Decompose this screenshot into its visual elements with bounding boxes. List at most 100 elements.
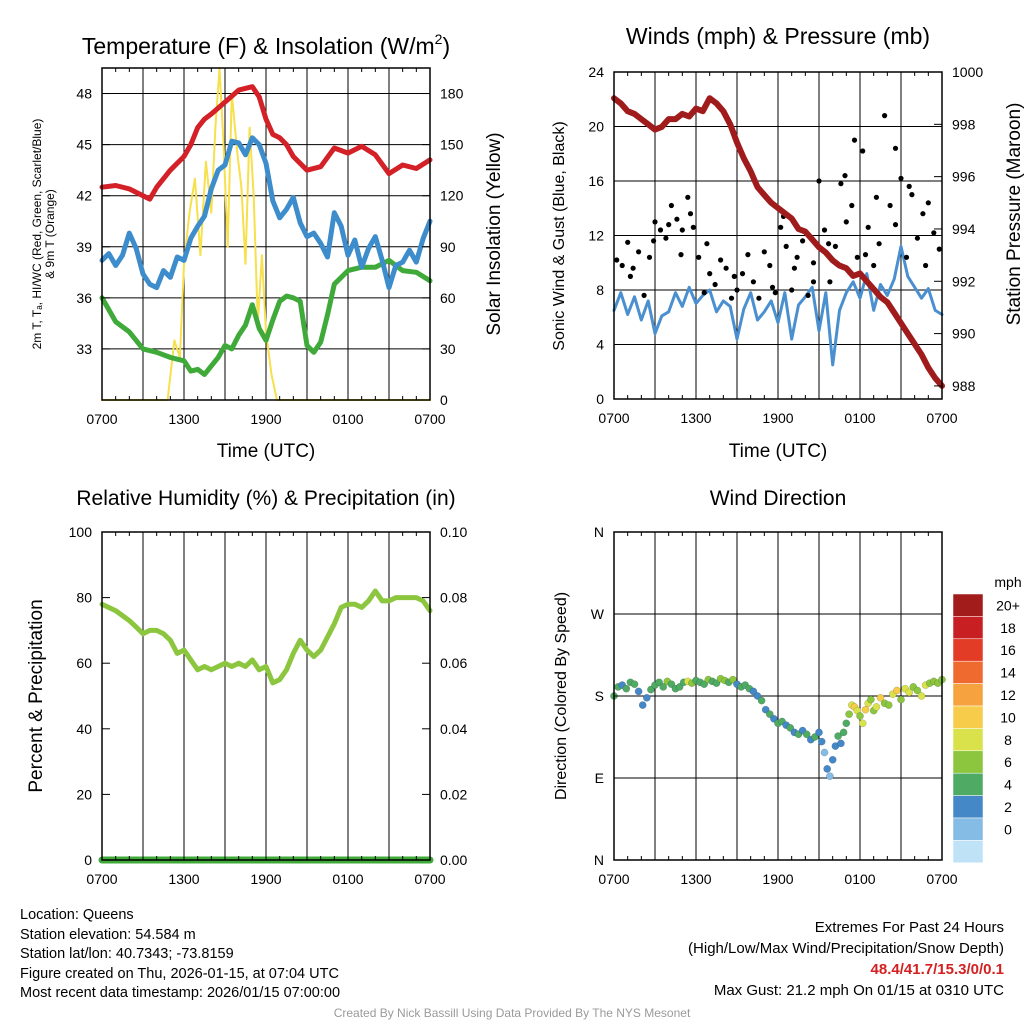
colorbar-label: 4: [1004, 777, 1012, 793]
windchill-line: [99, 135, 433, 291]
wind-direction-title: Wind Direction: [710, 487, 847, 510]
x-tick-label: 0700: [414, 871, 445, 887]
temperature-ylabel-line2: & 9m T (Orange): [43, 189, 57, 279]
dewpoint-line: [99, 257, 433, 377]
recent-data-line: Most recent data timestamp: 2026/01/15 0…: [20, 985, 341, 1001]
direction-point: [897, 695, 905, 704]
gust-point: [783, 243, 789, 249]
wind-xlabel: Time (UTC): [729, 441, 828, 462]
y-tick-label: 12: [588, 228, 604, 244]
direction-point: [913, 686, 922, 695]
y-tick-label: 0: [84, 852, 92, 868]
direction-point: [884, 701, 893, 709]
y-tick-label: 8: [596, 282, 604, 298]
y-right-tick-label: 180: [440, 86, 464, 102]
gust-point: [794, 254, 800, 260]
gust-point: [674, 216, 680, 222]
y-right-tick-label: 1000: [952, 64, 983, 80]
gust-point: [756, 295, 762, 301]
direction-point: [845, 710, 853, 719]
x-tick-label: 0100: [844, 871, 875, 887]
gust-point: [750, 279, 757, 285]
wind-direction-series: [610, 674, 946, 781]
gust-point: [627, 273, 634, 279]
colorbar-label: 8: [1004, 732, 1012, 748]
gust-point: [707, 271, 713, 277]
temperature-panel: Temperature (F) & Insolation (W/m2) 0700…: [30, 31, 505, 462]
direction-point: [837, 739, 845, 748]
colorbar-label: 14: [1000, 665, 1016, 681]
x-tick-label: 0100: [332, 871, 363, 887]
y-tick-label: 42: [76, 188, 92, 204]
colorbar-swatch: [952, 593, 984, 617]
colorbar-swatch: [952, 840, 984, 864]
x-tick-label: 1300: [680, 410, 711, 426]
colorbar-label: 12: [1000, 687, 1016, 703]
colorbar-label: 20+: [996, 597, 1020, 613]
y-tick-label: 45: [76, 137, 92, 153]
max-gust-line: Max Gust: 21.2 mph On 01/15 at 0310 UTC: [713, 982, 1004, 999]
gust-point: [641, 292, 647, 298]
direction-point: [753, 692, 762, 700]
colorbar-swatch: [952, 750, 984, 774]
direction-point: [867, 695, 875, 704]
y-tick-label: 80: [76, 590, 92, 606]
gust-point: [728, 295, 735, 301]
x-tick-label: 1900: [250, 871, 281, 887]
direction-point: [828, 755, 837, 764]
gust-point: [909, 192, 915, 198]
direction-point: [826, 772, 834, 781]
gust-point: [827, 279, 833, 285]
direction-point: [700, 680, 709, 689]
temperature-xlabel: Time (UTC): [217, 441, 316, 462]
station-info: Location: Queens Station elevation: 54.5…: [20, 906, 340, 1004]
credit-line: Created By Nick Bassill Using Data Provi…: [333, 1006, 691, 1020]
gust-point: [826, 241, 832, 247]
gust-point: [810, 260, 817, 266]
gust-point: [731, 273, 737, 279]
colorbar-swatch: [952, 728, 984, 752]
humidity-panel: Relative Humidity (%) & Precipitation (i…: [26, 487, 467, 887]
gust-point: [865, 224, 871, 230]
x-tick-label: 1300: [168, 411, 199, 427]
gust-point: [761, 249, 767, 255]
gust-point: [800, 238, 806, 244]
direction-point: [872, 703, 881, 711]
colorbar-label: 0: [1004, 821, 1012, 837]
gust-point: [816, 178, 822, 184]
gust-point: [668, 202, 675, 209]
direction-point: [802, 730, 811, 739]
x-tick-label: 1300: [168, 871, 199, 887]
y-right-tick-label: 992: [952, 273, 976, 289]
gust-point: [898, 175, 904, 181]
gust-point: [849, 202, 855, 209]
y-right-tick-label: 996: [952, 169, 976, 185]
humidity-ylabel: Percent & Precipitation: [26, 599, 47, 792]
colorbar-label: 2: [1004, 799, 1012, 815]
wind-title: Winds (mph) & Pressure (mb): [626, 23, 930, 49]
direction-point: [642, 693, 651, 702]
y-right-tick-label: 0.04: [440, 721, 467, 737]
gust-point: [862, 252, 869, 258]
gust-point: [745, 252, 751, 258]
gust-point: [931, 230, 937, 236]
x-tick-label: 0700: [86, 411, 117, 427]
gust-point: [687, 211, 694, 217]
y-tick-label: 60: [76, 655, 92, 671]
temperature-title: Temperature (F) & Insolation (W/m2): [82, 31, 450, 59]
direction-point: [634, 687, 643, 696]
temperature-ylabel: 2m T, Tₐ, HI/WC (Red, Green, Scarlet/Blu…: [30, 119, 44, 350]
y-right-tick-label: 90: [440, 239, 456, 255]
direction-point: [622, 684, 631, 693]
gust-point: [630, 265, 636, 271]
y-right-tick-label: 0.06: [440, 655, 467, 671]
y-tick-label: 24: [588, 64, 604, 80]
y-tick-label: 20: [76, 786, 92, 802]
gust-point: [778, 224, 784, 230]
direction-point: [905, 688, 914, 697]
gust-point: [657, 227, 664, 233]
y-tick-label: 40: [76, 721, 92, 737]
gust-point: [651, 238, 657, 244]
humidity-ticks: 0700 1300 1900 0100 0700 0 20 40 60 80 100 0.00 0.02…: [69, 524, 468, 887]
